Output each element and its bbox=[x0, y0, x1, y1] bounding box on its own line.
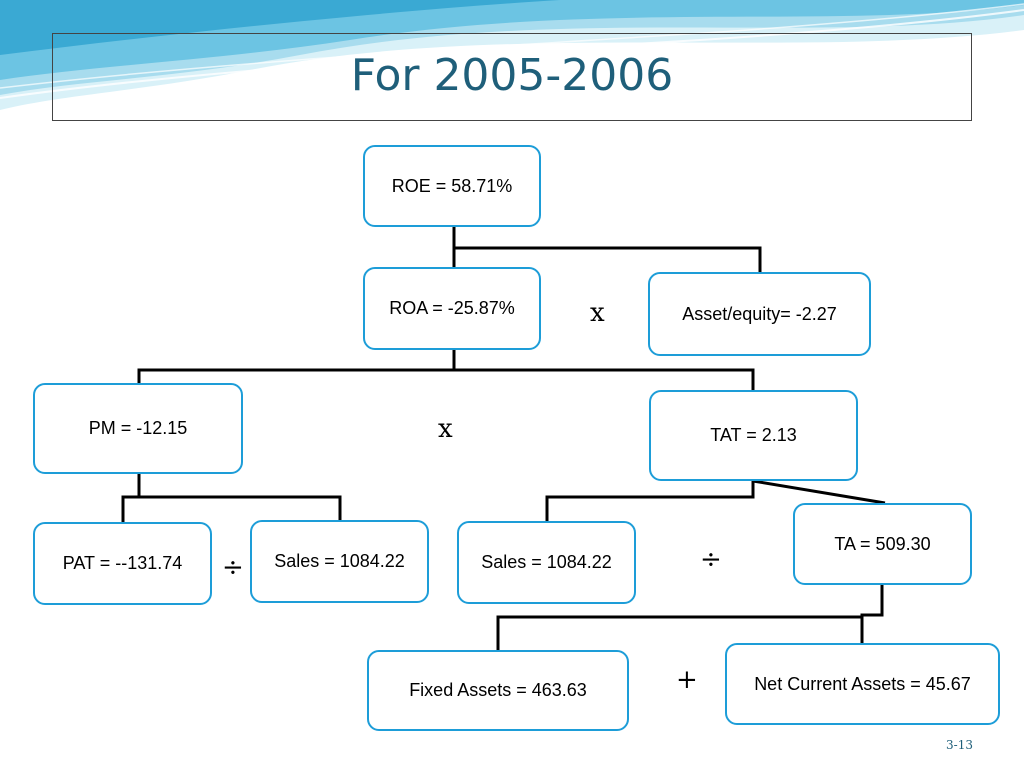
slide-title: For 2005-2006 bbox=[350, 50, 674, 101]
sales-right-box: Sales = 1084.22 bbox=[457, 521, 636, 604]
plus-operator: + bbox=[676, 665, 698, 695]
pat-box: PAT = --131.74 bbox=[33, 522, 212, 605]
ta-box: TA = 509.30 bbox=[793, 503, 972, 585]
pm-box: PM = -12.15 bbox=[33, 383, 243, 474]
tat-box: TAT = 2.13 bbox=[649, 390, 858, 481]
slide-number: 3-13 bbox=[946, 738, 973, 752]
multiply-operator-top: x bbox=[590, 298, 605, 328]
net-current-assets-box: Net Current Assets = 45.67 bbox=[725, 643, 1000, 725]
multiply-operator-middle: x bbox=[438, 414, 453, 444]
asset-equity-box: Asset/equity= -2.27 bbox=[648, 272, 871, 356]
roe-box: ROE = 58.71% bbox=[363, 145, 541, 227]
title-frame: For 2005-2006 bbox=[52, 33, 972, 121]
decorative-wave-background bbox=[0, 0, 1024, 110]
sales-left-box: Sales = 1084.22 bbox=[250, 520, 429, 603]
divide-operator-right: ÷ bbox=[700, 545, 722, 575]
roa-box: ROA = -25.87% bbox=[363, 267, 541, 350]
divide-operator-left: ÷ bbox=[222, 553, 244, 583]
fixed-assets-box: Fixed Assets = 463.63 bbox=[367, 650, 629, 731]
